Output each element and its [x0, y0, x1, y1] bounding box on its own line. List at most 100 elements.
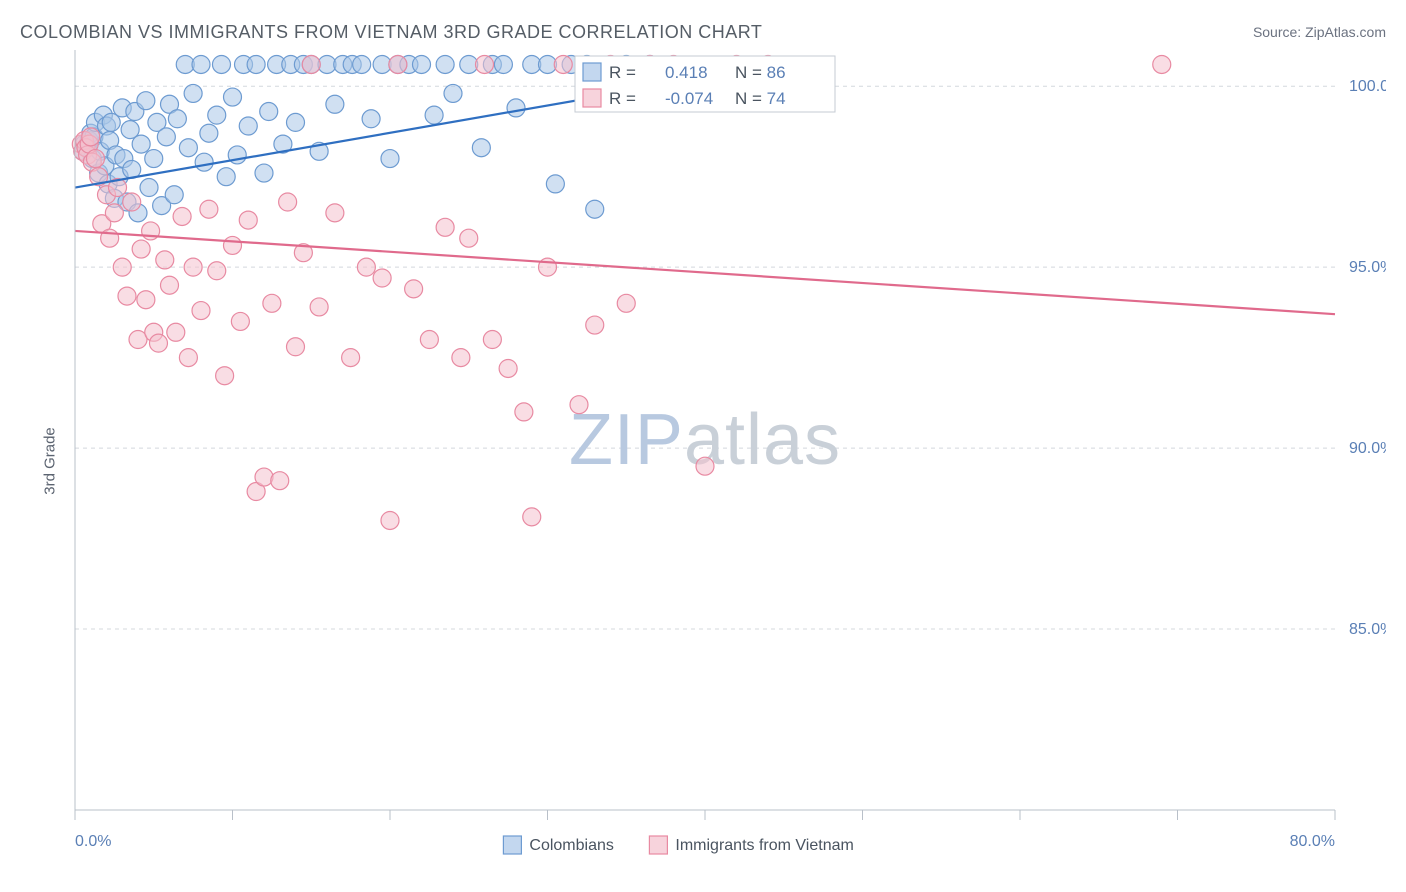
data-point [483, 331, 501, 349]
data-point [217, 168, 235, 186]
data-point [381, 511, 399, 529]
data-point [231, 312, 249, 330]
data-point [310, 298, 328, 316]
series-colombians [74, 55, 659, 221]
data-point [381, 150, 399, 168]
data-point [137, 291, 155, 309]
data-point [436, 55, 454, 73]
stats-n: N = 86 [735, 63, 786, 82]
data-point [1153, 55, 1171, 73]
data-point [208, 262, 226, 280]
source-label: Source: [1253, 24, 1305, 40]
data-point [132, 240, 150, 258]
data-point [554, 55, 572, 73]
data-point [239, 117, 257, 135]
data-point [260, 103, 278, 121]
data-point [156, 251, 174, 269]
data-point [195, 153, 213, 171]
stats-box: R = 0.418N = 86R = -0.074N = 74 [575, 56, 835, 112]
data-point [279, 193, 297, 211]
data-point [149, 334, 167, 352]
data-point [413, 55, 431, 73]
data-point [140, 179, 158, 197]
data-point [86, 150, 104, 168]
data-point [326, 204, 344, 222]
data-point [247, 55, 265, 73]
data-point [184, 258, 202, 276]
data-point [523, 508, 541, 526]
data-point [239, 211, 257, 229]
data-point [179, 139, 197, 157]
data-point [118, 287, 136, 305]
data-point [137, 92, 155, 110]
y-tick-label: 85.0% [1349, 621, 1386, 638]
data-point [165, 186, 183, 204]
data-point [436, 218, 454, 236]
stats-swatch [583, 89, 601, 107]
data-point [192, 302, 210, 320]
data-point [460, 229, 478, 247]
bottom-legend: Colombians Immigrants from Vietnam [503, 836, 853, 854]
data-point [389, 55, 407, 73]
data-point [342, 349, 360, 367]
data-point [499, 359, 517, 377]
data-point [696, 457, 714, 475]
correlation-scatter-chart: ZIPatlas0.0%80.0%85.0%90.0%95.0%100.0%R … [20, 50, 1386, 872]
data-point [157, 128, 175, 146]
y-tick-label: 90.0% [1349, 440, 1386, 457]
data-point [216, 367, 234, 385]
source-value: ZipAtlas.com [1305, 24, 1386, 40]
chart-source: Source: ZipAtlas.com [1253, 24, 1386, 40]
data-point [570, 396, 588, 414]
stats-swatch [583, 63, 601, 81]
data-point [192, 55, 210, 73]
data-point [420, 331, 438, 349]
y-tick-labels: 85.0% 90.0% 95.0% 100.0% [1349, 78, 1386, 638]
data-point [444, 84, 462, 102]
stats-n: N = 74 [735, 89, 786, 108]
legend-label: Colombians [529, 837, 613, 854]
y-axis-label: 3rd Grade [41, 427, 58, 495]
legend-label: Immigrants from Vietnam [675, 837, 853, 854]
data-point [145, 150, 163, 168]
data-point [123, 193, 141, 211]
data-point [208, 106, 226, 124]
data-point [326, 95, 344, 113]
data-point [200, 124, 218, 142]
data-point [173, 207, 191, 225]
data-point [617, 294, 635, 312]
legend-swatch [649, 836, 667, 854]
data-point [586, 200, 604, 218]
data-point [255, 164, 273, 182]
y-tick-label: 95.0% [1349, 259, 1386, 276]
data-point [452, 349, 470, 367]
data-point [287, 113, 305, 131]
data-point [586, 316, 604, 334]
data-point [302, 55, 320, 73]
data-point [184, 84, 202, 102]
x-tick-label: 80.0% [1290, 833, 1335, 850]
data-point [263, 294, 281, 312]
data-point [82, 128, 100, 146]
data-point [168, 110, 186, 128]
data-point [425, 106, 443, 124]
x-tick-label: 0.0% [75, 833, 111, 850]
data-point [287, 338, 305, 356]
data-point [373, 269, 391, 287]
data-point [179, 349, 197, 367]
data-point [494, 55, 512, 73]
data-point [357, 258, 375, 276]
chart-title: COLOMBIAN VS IMMIGRANTS FROM VIETNAM 3RD… [20, 22, 762, 42]
data-point [200, 200, 218, 218]
data-point [476, 55, 494, 73]
legend-swatch [503, 836, 521, 854]
data-point [255, 468, 273, 486]
data-point [161, 276, 179, 294]
data-point [472, 139, 490, 157]
data-point [405, 280, 423, 298]
data-point [353, 55, 371, 73]
y-tick-label: 100.0% [1349, 78, 1386, 95]
data-point [105, 204, 123, 222]
data-point [113, 258, 131, 276]
data-point [212, 55, 230, 73]
